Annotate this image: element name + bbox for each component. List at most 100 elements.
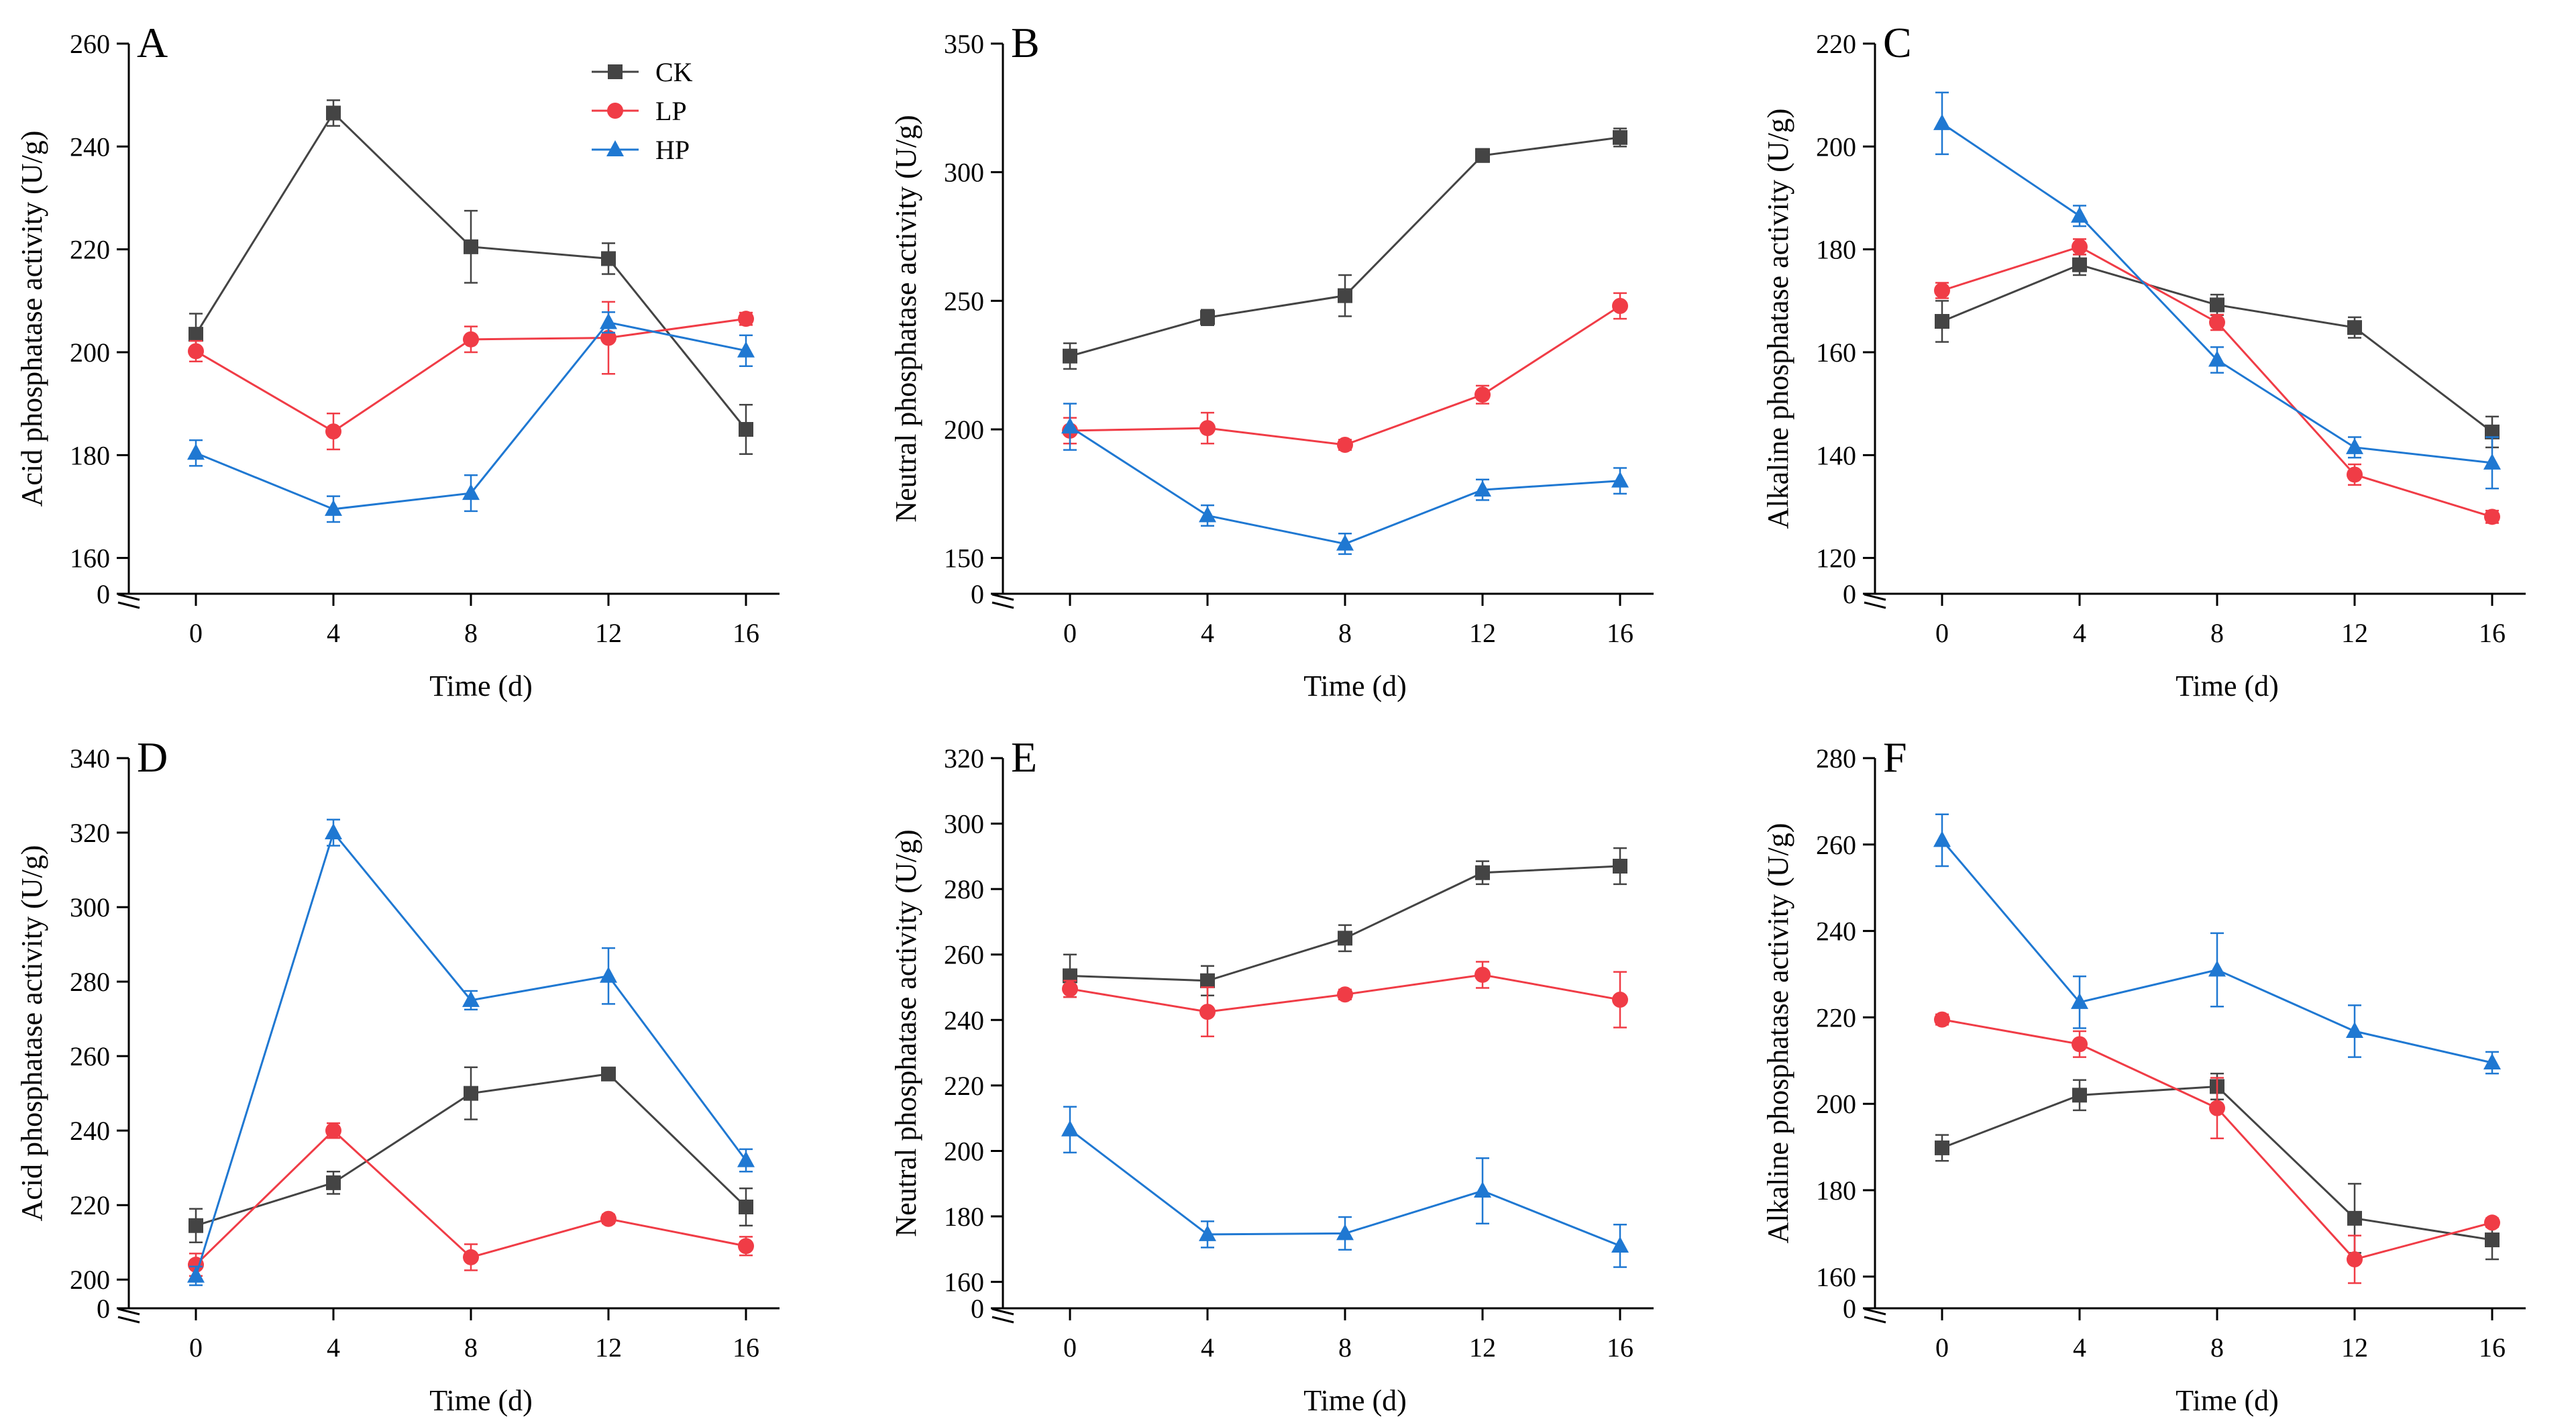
data-point [1474, 1181, 1491, 1198]
data-point [1611, 1236, 1629, 1253]
data-point [737, 1151, 755, 1167]
y-tick-label: 140 [1816, 440, 1856, 470]
x-tick-label: 16 [2479, 1332, 2506, 1363]
x-tick-label: 8 [1338, 1332, 1352, 1363]
series-lp [188, 301, 754, 451]
series-lp [1934, 1011, 2500, 1284]
series-hp [187, 311, 755, 523]
x-tick-label: 0 [1063, 1332, 1077, 1363]
y-tick-label: 320 [944, 743, 984, 774]
x-tick-label: 0 [1935, 618, 1949, 648]
data-point [1199, 506, 1216, 523]
y-tick-label: 180 [1816, 1175, 1856, 1206]
y-tick-label: 180 [944, 1202, 984, 1232]
data-point [2072, 238, 2088, 255]
axis-break-mark [117, 601, 140, 609]
axis-break-mark [991, 1316, 1014, 1324]
series-hp [1061, 403, 1629, 556]
y-tick-label-zero: 0 [971, 1294, 984, 1324]
data-point [189, 327, 203, 342]
data-point [1062, 980, 1078, 997]
y-tick-label: 300 [70, 892, 110, 923]
legend-label: LP [655, 96, 687, 126]
data-point [2347, 1210, 2362, 1226]
data-point [1934, 282, 1950, 299]
panel-letter: C [1883, 19, 1912, 66]
data-point [326, 1175, 341, 1190]
series-hp [1933, 91, 2501, 490]
data-point [325, 423, 341, 440]
data-point [1474, 480, 1491, 497]
x-axis-label: Time (d) [1303, 670, 1407, 702]
data-point [600, 1210, 616, 1227]
x-tick-label: 0 [189, 1332, 203, 1363]
x-tick-label: 12 [2341, 1332, 2368, 1363]
data-point [739, 1199, 753, 1214]
data-point [2209, 1100, 2225, 1116]
x-tick-label: 12 [2341, 618, 2368, 648]
data-point [1934, 1011, 1950, 1028]
x-tick-label: 8 [1338, 618, 1352, 648]
panel-f: 160 180 200 220 240 260 280 0 0 4 8 12 16 Time (d) Alk… [1762, 733, 2526, 1417]
data-point [739, 422, 753, 437]
y-tick-label: 240 [70, 131, 110, 162]
y-tick-label: 260 [70, 29, 110, 59]
data-point [462, 484, 480, 501]
data-point [189, 1218, 203, 1233]
y-tick-label: 200 [1816, 1089, 1856, 1119]
axis-break-mark [991, 593, 1014, 601]
axis-break-mark [991, 1308, 1014, 1316]
data-point [1935, 314, 1949, 329]
data-point [463, 331, 479, 348]
axis-break-mark [1864, 1316, 1886, 1324]
data-point [1933, 113, 1951, 130]
data-point [1061, 1120, 1079, 1137]
data-point [464, 1086, 478, 1101]
data-point [2484, 509, 2500, 525]
data-point [2072, 1088, 2087, 1103]
panel-letter: F [1883, 733, 1907, 781]
axis-break-mark [117, 1316, 140, 1324]
data-point [1935, 1140, 1949, 1155]
data-point [2484, 1214, 2500, 1231]
y-tick-label: 200 [70, 1265, 110, 1295]
x-tick-label: 4 [2073, 1332, 2086, 1363]
panel-d: 200 220 240 260 280 300 320 340 0 0 4 8 12 16 Time (d)… [15, 733, 780, 1417]
data-point [1199, 1224, 1216, 1241]
series-lp [188, 1122, 754, 1277]
data-point [1337, 986, 1353, 1003]
y-tick-label: 180 [1816, 235, 1856, 265]
data-point [2072, 257, 2087, 272]
x-tick-label: 16 [1607, 1332, 1633, 1363]
y-tick-label: 280 [70, 967, 110, 997]
data-point [1338, 288, 1352, 303]
data-point [1612, 298, 1628, 314]
y-tick-label: 220 [944, 1071, 984, 1101]
data-point [325, 823, 342, 840]
x-tick-label: 8 [464, 1332, 478, 1363]
data-point [188, 343, 204, 360]
y-axis-label: Neutral phosphatase activity (U/g) [890, 115, 922, 522]
x-tick-label: 16 [2479, 618, 2506, 648]
series-hp [1933, 813, 2501, 1075]
y-tick-label-zero: 0 [1843, 579, 1856, 609]
data-point [1336, 1224, 1354, 1241]
y-tick-label: 240 [944, 1005, 984, 1035]
y-tick-label: 250 [944, 286, 984, 316]
data-point [1612, 992, 1628, 1008]
y-tick-label: 160 [1816, 1262, 1856, 1292]
data-point [1336, 534, 1354, 551]
axis-break-mark [1864, 1308, 1886, 1316]
series-line [1069, 136, 1621, 358]
y-tick-label: 150 [944, 543, 984, 574]
y-tick-label: 160 [944, 1267, 984, 1298]
x-tick-label: 4 [2073, 618, 2086, 648]
y-tick-label: 200 [944, 1136, 984, 1166]
series-hp [1061, 1106, 1629, 1268]
data-point [2209, 314, 2225, 331]
x-axis-label: Time (d) [429, 670, 533, 702]
y-tick-label: 220 [1816, 1002, 1856, 1033]
data-point [2485, 424, 2500, 439]
y-tick-label: 160 [70, 543, 110, 574]
